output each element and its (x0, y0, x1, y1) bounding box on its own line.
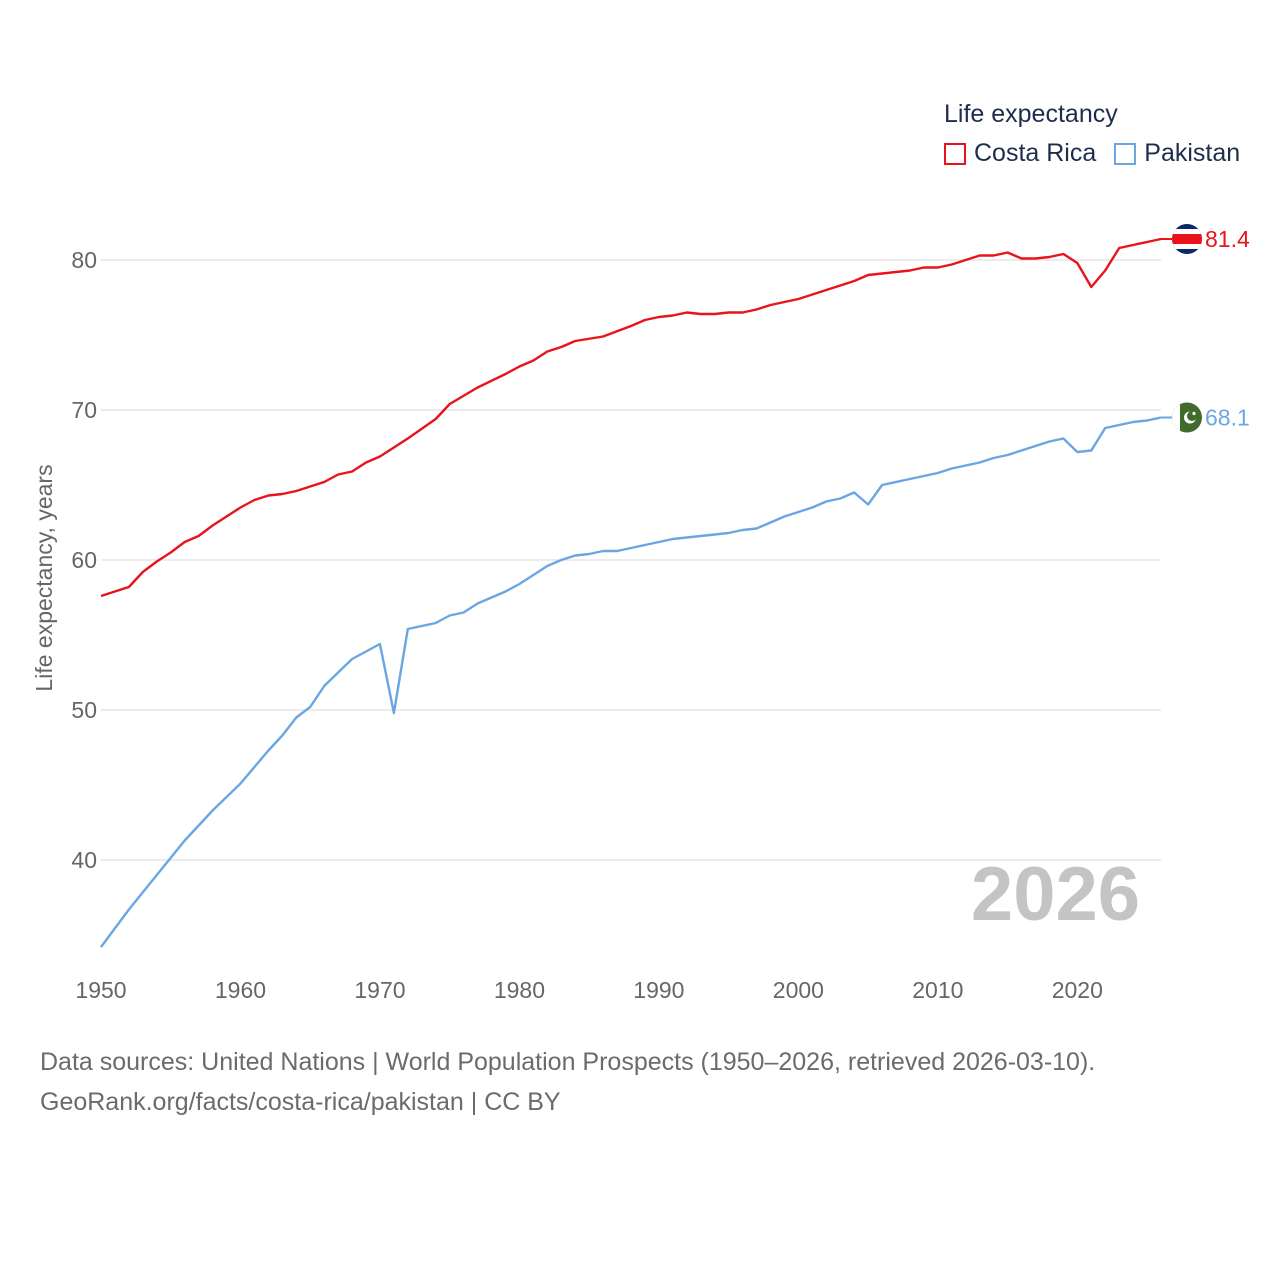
x-tick-1990: 1990 (633, 977, 684, 1003)
end-label-costa-rica: 81.4 (1205, 226, 1250, 252)
y-tick-60: 60 (71, 547, 97, 573)
series-line-costa-rica (100, 237, 1162, 598)
pakistan-flag-icon (1172, 402, 1202, 433)
series-line-pakistan (100, 416, 1162, 948)
legend-swatch-pakistan (1114, 142, 1137, 165)
x-tick-1980: 1980 (494, 977, 545, 1003)
x-tick-1950: 1950 (75, 977, 126, 1003)
y-tick-50: 50 (71, 697, 97, 723)
x-tick-1970: 1970 (354, 977, 405, 1003)
costa-rica-flag-icon (1172, 224, 1202, 254)
footer: Data sources: United Nations | World Pop… (40, 1042, 1095, 1122)
x-tick-2010: 2010 (912, 977, 963, 1003)
footer-link[interactable]: GeoRank.org/facts/costa-rica/pakistan | … (40, 1088, 561, 1116)
x-tick-2000: 2000 (773, 977, 824, 1003)
legend-label-pakistan: Pakistan (1144, 139, 1241, 167)
legend-item-pakistan[interactable]: Pakistan (1114, 139, 1240, 168)
end-label-pakistan: 68.1 (1205, 405, 1250, 431)
legend-swatch-costa-rica (944, 142, 966, 165)
legend: Life expectancy Costa Rica Pakistan (944, 100, 1258, 168)
series-lines (100, 237, 1162, 948)
footer-sources: Data sources: United Nations | World Pop… (40, 1048, 1096, 1076)
y-tick-80: 80 (71, 247, 97, 273)
x-tick-2020: 2020 (1052, 977, 1103, 1003)
y-axis-ticks: 40 50 60 70 80 (71, 247, 97, 873)
legend-label-costa-rica: Costa Rica (974, 139, 1097, 167)
x-tick-1960: 1960 (215, 977, 266, 1003)
legend-title: Life expectancy (944, 100, 1118, 128)
y-tick-40: 40 (71, 847, 97, 873)
y-tick-70: 70 (71, 397, 97, 423)
end-labels: 81.4 68.1 (1161, 224, 1250, 433)
legend-item-costa-rica[interactable]: Costa Rica (944, 139, 1096, 168)
y-axis-label: Life expectancy, years (31, 464, 57, 691)
gridlines (101, 259, 1161, 861)
x-axis-ticks: 1950 1960 1970 1980 1990 2000 2010 2020 (75, 977, 1102, 1003)
year-label: 2026 (971, 852, 1140, 937)
